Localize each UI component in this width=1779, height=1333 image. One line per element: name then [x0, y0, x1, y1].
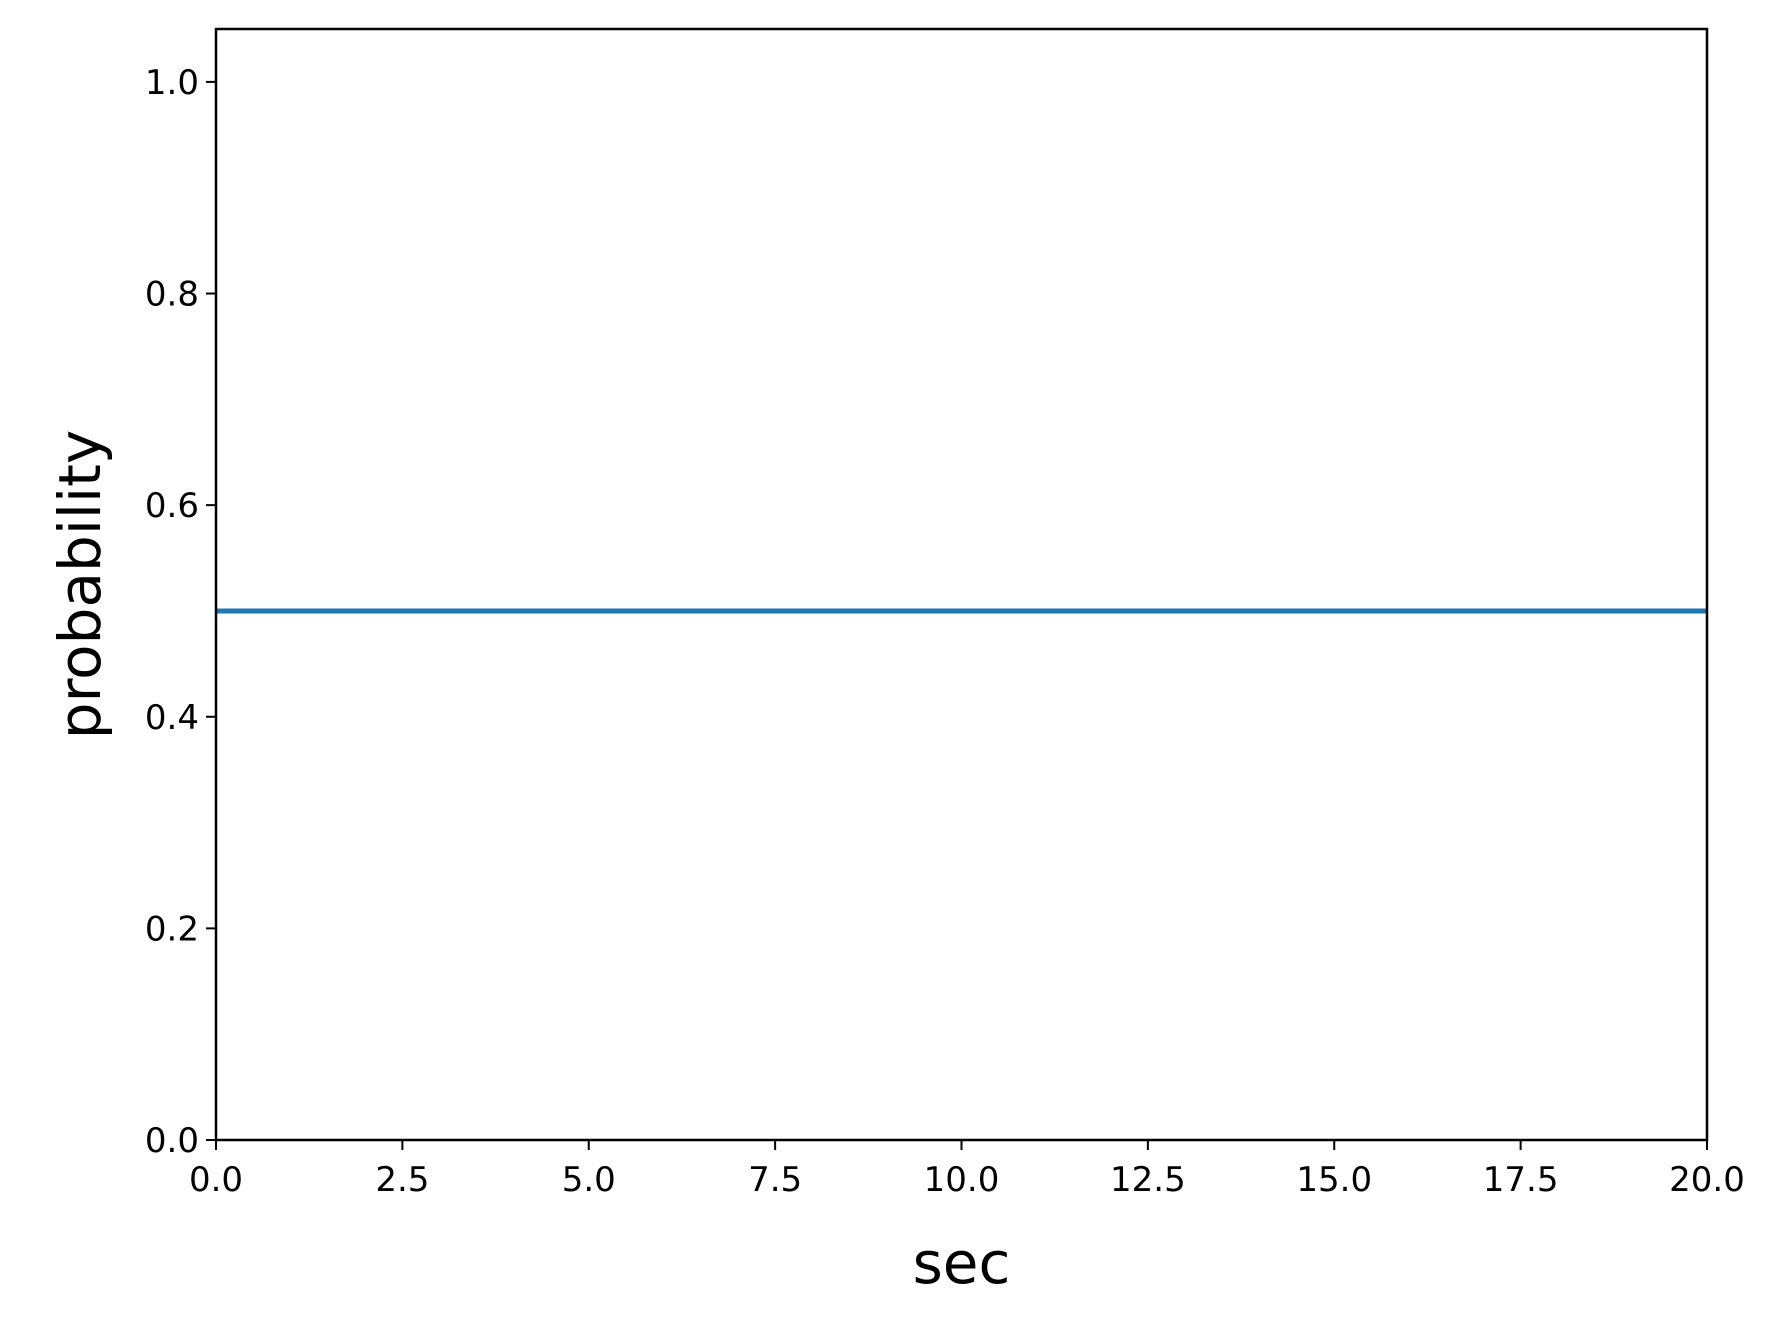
- plot-area: [214, 27, 1709, 1142]
- axes-frame: [214, 27, 1709, 1142]
- y-tick-label: 0.8: [145, 275, 199, 315]
- x-tick-label: 10.0: [924, 1160, 1000, 1200]
- y-tick-label: 0.6: [145, 486, 199, 526]
- x-tick-label: 7.5: [748, 1160, 802, 1200]
- x-tick-label: 12.5: [1110, 1160, 1186, 1200]
- x-tick-label: 5.0: [562, 1160, 616, 1200]
- x-axis-ticks: 0.0 2.5 5.0 7.5 10.0 12.5 15.0 17.5 20.0: [189, 1140, 1745, 1200]
- x-tick-label: 20.0: [1669, 1160, 1745, 1200]
- y-tick-label: 0.0: [145, 1121, 199, 1161]
- x-tick-label: 17.5: [1483, 1160, 1559, 1200]
- y-tick-label: 0.2: [145, 909, 199, 949]
- y-axis-ticks: 0.0 0.2 0.4 0.6 0.8 1.0: [145, 63, 216, 1161]
- y-axis-label: probability: [46, 430, 114, 739]
- y-tick-label: 1.0: [145, 63, 199, 103]
- y-tick-label: 0.4: [145, 698, 199, 738]
- x-tick-label: 15.0: [1296, 1160, 1372, 1200]
- x-axis-label: sec: [913, 1229, 1011, 1297]
- x-tick-label: 2.5: [375, 1160, 429, 1200]
- x-tick-label: 0.0: [189, 1160, 243, 1200]
